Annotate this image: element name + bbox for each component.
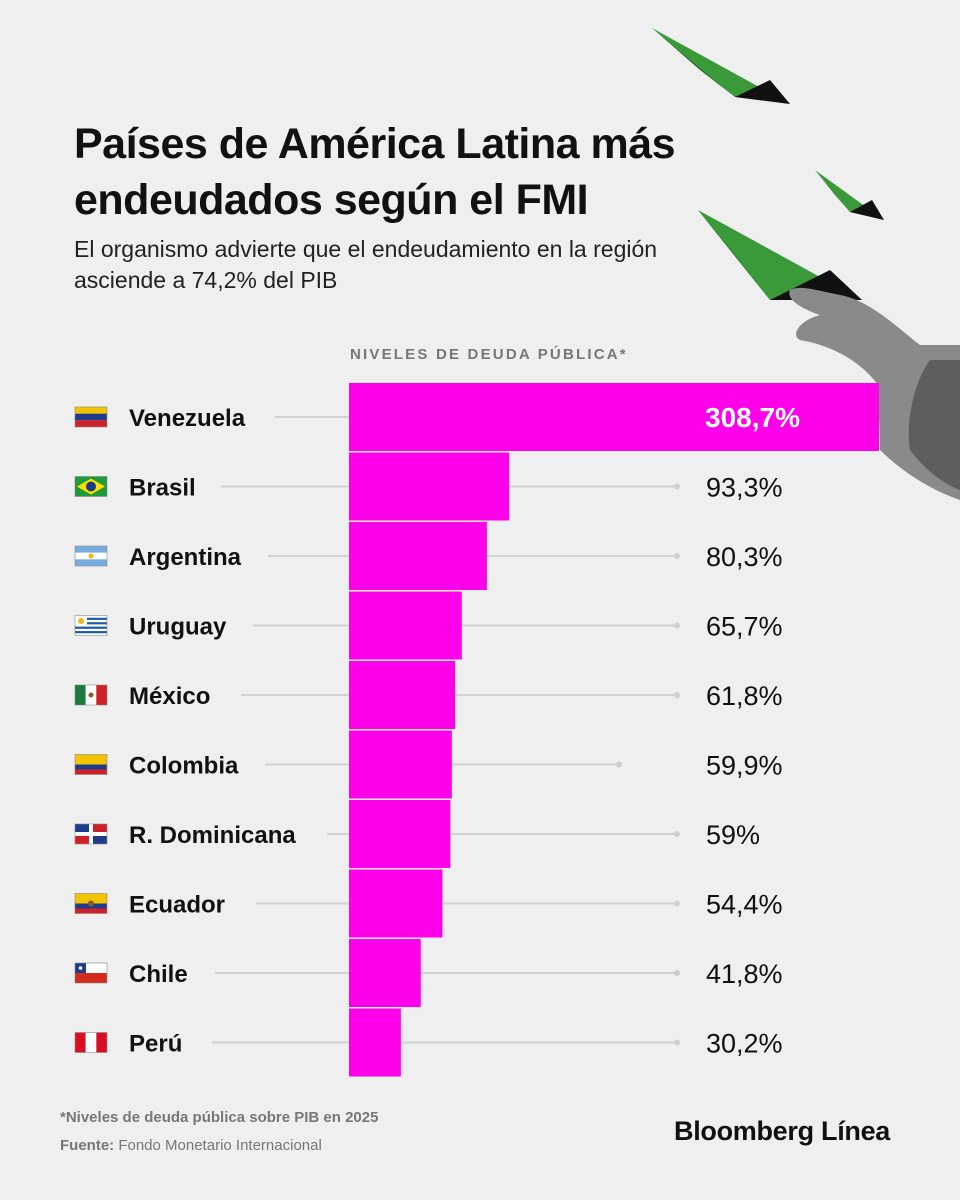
category-label: Ecuador (129, 892, 225, 919)
data-label: 54,4% (706, 890, 783, 920)
guide-line-dot (674, 900, 680, 907)
category-label: Argentina (129, 544, 242, 571)
chart-subtitle: El organismo advierte que el endeudamien… (74, 236, 658, 293)
guide-line-dot (616, 761, 622, 768)
bar-row: Colombia 59,9% (74, 730, 783, 799)
category-label: Colombia (129, 753, 239, 780)
chart-title: Países de América Latina más endeudados … (74, 120, 676, 224)
category-label: R. Dominicana (129, 822, 296, 849)
colombia-flag-icon (74, 754, 108, 775)
bar (349, 939, 421, 1007)
data-label: 65,7% (706, 612, 783, 642)
data-label: 80,3% (706, 542, 783, 572)
guide-line-dot (674, 483, 680, 490)
mexico-flag-icon (74, 684, 108, 706)
data-label: 93,3% (706, 473, 783, 503)
category-label: México (129, 683, 210, 710)
brazil-flag-icon (74, 476, 108, 497)
category-label: Chile (129, 961, 188, 988)
data-label: 308,7% (705, 402, 800, 433)
guide-line-dot (674, 622, 680, 629)
guide-line-dot (674, 831, 680, 837)
guide-line-dot (674, 970, 680, 976)
peru-flag-icon (74, 1032, 108, 1053)
source-line: Fuente: Fondo Monetario Internacional (60, 1137, 322, 1154)
venezuela-flag-icon (74, 406, 108, 428)
bar (349, 1008, 401, 1077)
bar-row: Argentina 80,3% (74, 522, 783, 590)
source-label: Fuente: (60, 1137, 115, 1154)
bar-row: R. Dominicana 59% (74, 800, 760, 868)
guide-line-dot (674, 1039, 680, 1046)
dominican-republic-flag-icon (74, 823, 108, 845)
ecuador-flag-icon (74, 893, 108, 914)
guide-line-dot (674, 553, 680, 559)
bar-row: Perú 30,2% (74, 1008, 783, 1077)
bar-row: Uruguay 65,7% (74, 591, 783, 660)
bar (349, 661, 456, 729)
bar (349, 800, 451, 868)
bar-row: Chile 41,8% (74, 939, 783, 1007)
bar (349, 452, 510, 521)
brand-logo: Bloomberg Línea (674, 1116, 891, 1146)
bar-row: Ecuador 54,4% (74, 869, 783, 938)
guide-line-dot (674, 692, 680, 698)
argentina-flag-icon (74, 545, 108, 567)
category-label: Brasil (129, 475, 196, 502)
bar (349, 383, 879, 451)
data-label: 61,8% (706, 681, 783, 711)
bar-row: Brasil 93,3% (74, 452, 783, 521)
category-label: Perú (129, 1031, 182, 1058)
bar (349, 591, 462, 660)
uruguay-flag-icon (74, 615, 108, 636)
source-text: Fondo Monetario Internacional (114, 1137, 322, 1154)
category-label: Uruguay (129, 614, 227, 641)
data-label: 30,2% (706, 1029, 783, 1059)
data-label: 59,9% (706, 751, 783, 781)
bar (349, 522, 487, 590)
chart-heading: NIVELES DE DEUDA PÚBLICA* (350, 346, 628, 363)
bar-row: Venezuela 308,7% (74, 383, 879, 451)
data-label: 59% (706, 820, 760, 850)
data-label: 41,8% (706, 959, 783, 989)
bar-row: México 61,8% (74, 661, 783, 729)
bar (349, 730, 452, 799)
category-label: Venezuela (129, 405, 246, 432)
footnote: *Niveles de deuda pública sobre PIB en 2… (60, 1109, 379, 1126)
chile-flag-icon (74, 962, 108, 984)
bar (349, 869, 443, 938)
